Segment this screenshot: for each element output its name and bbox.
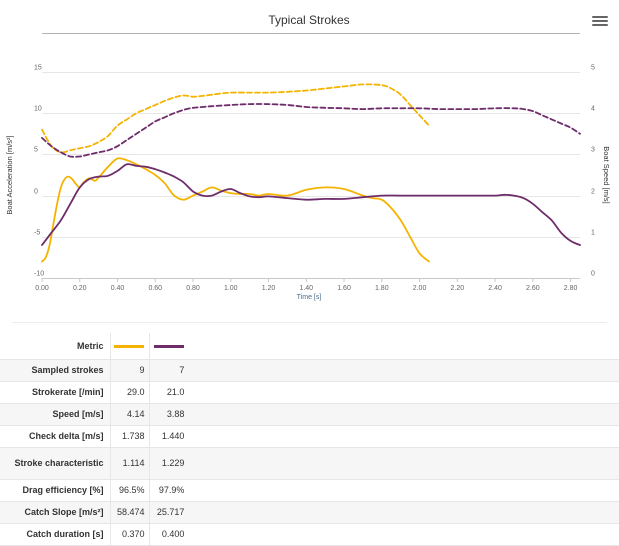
y-right-tick-label: 4 — [591, 106, 595, 113]
y-left-tick-label: 0 — [34, 189, 38, 196]
empty-cell — [189, 333, 619, 360]
row-value-1: 96.5% — [109, 479, 150, 502]
row-label: Stroke characteristic — [0, 447, 111, 480]
x-tick-label: 0.80 — [186, 285, 200, 292]
x-tick-label: 1.00 — [224, 285, 238, 292]
row-value-2: 3.88 — [149, 403, 190, 426]
empty-cell — [189, 381, 619, 404]
empty-cell — [189, 425, 619, 448]
row-value-1: 1.114 — [109, 447, 150, 480]
y-right-axis-title: Boat Speed [m/s] — [602, 146, 611, 204]
row-value-1: 29.0 — [109, 381, 150, 404]
table-row: Drag efficiency [%] 96.5% 97.9% — [0, 479, 619, 502]
y-right-tick-label: 1 — [591, 230, 595, 237]
table-row: Stroke characteristic 1.114 1.229 — [0, 447, 619, 480]
table-header-row: Metric — [0, 333, 619, 360]
row-value-2: 7 — [149, 359, 190, 382]
series-1-line — [41, 157, 430, 263]
row-value-2: 1.229 — [149, 447, 190, 480]
row-label: Speed [m/s] — [0, 403, 111, 426]
empty-cell — [189, 403, 619, 426]
row-label: Drag efficiency [%] — [0, 479, 111, 502]
x-tick-label: 2.00 — [413, 285, 427, 292]
row-label: Sampled strokes — [0, 359, 111, 382]
empty-cell — [189, 447, 619, 480]
empty-cell — [189, 501, 619, 524]
x-tick-label: 2.60 — [526, 285, 540, 292]
x-tick-label: 0.60 — [148, 285, 162, 292]
metric-header: Metric — [0, 333, 111, 360]
y-left-tick-label: 5 — [34, 147, 38, 154]
y-left-axis-title: Boat Acceleration [m/s²] — [5, 135, 14, 214]
row-value-1: 0.370 — [109, 523, 150, 546]
metrics-table: Metric Sampled strokes 9 7 Strokerate [/… — [0, 333, 619, 546]
row-value-2: 0.400 — [149, 523, 190, 546]
section-divider — [12, 322, 607, 323]
chart-title: Typical Strokes — [268, 13, 349, 27]
x-tick-label: 0.20 — [73, 285, 87, 292]
row-label: Strokerate [/min] — [0, 381, 111, 404]
series-1-swatch — [114, 344, 145, 348]
menu-bar-1 — [592, 16, 608, 18]
y-right-tick-label: 5 — [591, 65, 595, 72]
y-left-tick-label: 10 — [34, 106, 42, 113]
y-left-tick-label: 15 — [34, 65, 42, 72]
x-tick-label: 2.80 — [564, 285, 578, 292]
x-tick-label: 2.40 — [488, 285, 502, 292]
x-tick-label: 1.60 — [337, 285, 351, 292]
row-value-2: 97.9% — [149, 479, 190, 502]
menu-bar-3 — [592, 24, 608, 26]
y-right-tick-label: 0 — [591, 271, 595, 278]
y-right-tick-label: 3 — [591, 147, 595, 154]
table-row: Strokerate [/min] 29.0 21.0 — [0, 381, 619, 404]
row-label: Check delta [m/s] — [0, 425, 111, 448]
table-row: Speed [m/s] 4.14 3.88 — [0, 403, 619, 426]
chart-container: Typical Strokes 15 10 5 0 -5 -10 5 4 3 2 1 0 0.00 0.20… — [5, 13, 611, 301]
table-row: Catch Slope [m/s²] 58.474 25.717 — [0, 501, 619, 524]
row-value-2: 25.717 — [149, 501, 190, 524]
empty-cell — [189, 359, 619, 382]
row-label: Catch duration [s] — [0, 523, 111, 546]
table-row: Catch duration [s] 0.370 0.400 — [0, 523, 619, 546]
series-2-swatch-cell — [149, 333, 190, 360]
row-label: Catch Slope [m/s²] — [0, 501, 111, 524]
table-row: Sampled strokes 9 7 — [0, 359, 619, 382]
series-1-swatch-cell — [109, 333, 150, 360]
y-left-tick-label: -5 — [34, 230, 40, 237]
row-value-1: 4.14 — [109, 403, 150, 426]
y-left-tick-label: -10 — [34, 271, 44, 278]
x-tick-label: 0.40 — [111, 285, 125, 292]
row-value-1: 1.738 — [109, 425, 150, 448]
row-value-2: 21.0 — [149, 381, 190, 404]
row-value-1: 9 — [109, 359, 150, 382]
series-3-line — [41, 83, 430, 154]
row-value-2: 1.440 — [149, 425, 190, 448]
table-row: Check delta [m/s] 1.738 1.440 — [0, 425, 619, 448]
chart-menu-icon[interactable] — [590, 14, 610, 30]
row-value-1: 58.474 — [109, 501, 150, 524]
empty-cell — [189, 479, 619, 502]
y-right-tick-label: 2 — [591, 189, 595, 196]
series-4-line — [41, 103, 581, 158]
empty-cell — [189, 523, 619, 546]
series-2-line — [41, 163, 581, 246]
x-tick-label: 1.20 — [262, 285, 276, 292]
x-tick-label: 2.20 — [450, 285, 464, 292]
menu-bar-2 — [592, 20, 608, 22]
series-2-swatch — [154, 344, 185, 348]
x-tick-label: 1.40 — [299, 285, 313, 292]
x-axis-title: Time [s] — [297, 294, 322, 301]
x-tick-label: 1.80 — [375, 285, 389, 292]
x-tick-label: 0.00 — [35, 285, 49, 292]
